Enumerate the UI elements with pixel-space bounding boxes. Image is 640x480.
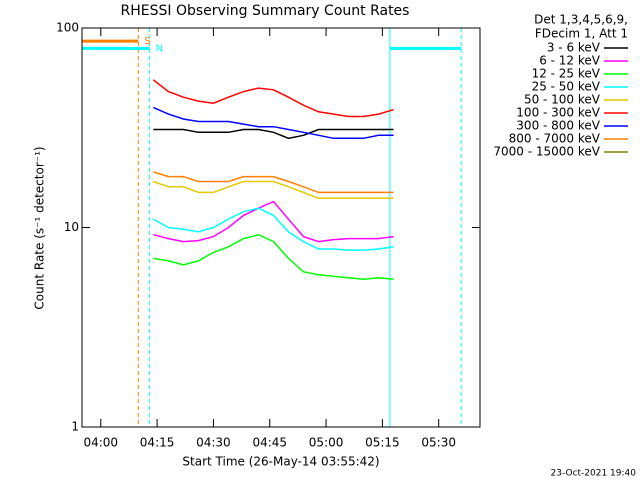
- plot-frame: [81, 27, 481, 428]
- x-tick-label: 05:00: [309, 436, 344, 450]
- y-tick-label: 10: [64, 220, 79, 234]
- series-line: [153, 128, 394, 140]
- footer: 23-Oct-2021 19:40: [551, 469, 637, 479]
- x-tick-label: 04:15: [140, 436, 175, 450]
- series-line: [153, 233, 394, 281]
- legend-label: 50 - 100 keV: [524, 93, 601, 107]
- legend-label: 25 - 50 keV: [532, 80, 601, 94]
- legend-label: 300 - 800 keV: [516, 119, 600, 133]
- legend-label: 100 - 300 keV: [516, 106, 600, 120]
- x-tick-label: 05:15: [365, 436, 400, 450]
- x-tick-label: 04:30: [196, 436, 231, 450]
- series-line: [152, 106, 394, 140]
- y-axis-label: Count Rate (s⁻¹ detector⁻¹): [33, 146, 47, 309]
- interval-label: N: [156, 43, 163, 54]
- legend-label: 3 - 6 keV: [547, 41, 601, 55]
- legend-label: 12 - 25 keV: [532, 67, 601, 81]
- interval-label: S: [144, 36, 150, 47]
- y-tick-label: 100: [56, 21, 79, 35]
- chart-title: RHESSI Observing Summary Count Rates: [121, 3, 410, 19]
- legend-header: FDecim 1, Att 1: [535, 27, 628, 41]
- x-tick-label: 04:45: [252, 436, 287, 450]
- y-tick-label: 1: [71, 420, 79, 434]
- series-line: [152, 79, 394, 118]
- series-line: [153, 200, 394, 243]
- series-line: [153, 180, 394, 200]
- legend-label: 6 - 12 keV: [539, 54, 601, 68]
- legend-header: Det 1,3,4,5,6,9,: [534, 13, 628, 27]
- series-line: [153, 171, 394, 194]
- x-tick-label: 05:30: [421, 436, 456, 450]
- legend-label: 7000 - 15000 keV: [493, 145, 600, 159]
- legend-label: 800 - 7000 keV: [509, 132, 601, 146]
- series-line: [152, 207, 394, 251]
- x-axis-label: Start Time (26-May-14 03:55:42): [182, 455, 379, 469]
- x-tick-label: 04:00: [83, 436, 118, 450]
